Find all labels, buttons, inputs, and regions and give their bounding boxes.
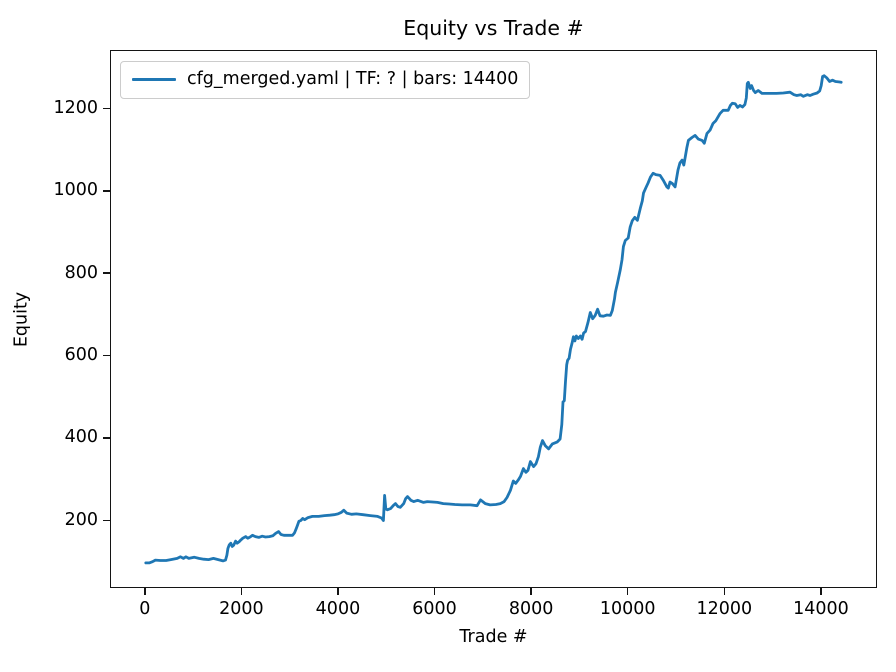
x-tick-mark xyxy=(626,588,629,595)
y-tick-label: 600 xyxy=(64,345,98,366)
x-tick-mark xyxy=(820,588,822,595)
equity-curve-svg xyxy=(144,74,843,565)
x-tick-label: 14000 xyxy=(793,599,849,619)
legend: cfg_merged.yaml | TF: ? | bars: 14400 xyxy=(120,61,531,99)
x-tick-label: 0 xyxy=(139,599,151,619)
y-tick-label: 800 xyxy=(64,262,98,283)
y-tick-label: 200 xyxy=(64,509,98,530)
x-tick-mark xyxy=(433,588,436,595)
x-tick-label: 4000 xyxy=(315,599,361,619)
chart-title: Equity vs Trade # xyxy=(403,16,584,40)
y-tick-label: 1000 xyxy=(53,180,98,201)
x-tick-label: 6000 xyxy=(412,599,457,619)
x-tick-mark xyxy=(337,588,339,595)
x-tick-label: 8000 xyxy=(508,599,554,619)
y-tick-mark xyxy=(103,437,110,439)
y-tick-label: 400 xyxy=(64,427,98,448)
y-tick-mark xyxy=(103,354,110,357)
x-tick-mark xyxy=(723,588,726,595)
y-tick-mark xyxy=(103,272,110,274)
x-tick-label: 12000 xyxy=(696,599,753,619)
x-tick-label: 10000 xyxy=(599,599,656,619)
y-tick-mark xyxy=(103,107,110,110)
x-tick-mark xyxy=(240,588,243,595)
equity-line xyxy=(144,74,843,565)
x-tick-label: 2000 xyxy=(219,599,264,619)
y-tick-mark xyxy=(103,519,110,522)
x-tick-mark xyxy=(530,588,532,595)
x-axis-label: Trade # xyxy=(459,627,528,647)
legend-label: cfg_merged.yaml | TF: ? | bars: 14400 xyxy=(187,69,519,89)
legend-line-sample xyxy=(132,77,176,82)
x-tick-mark xyxy=(144,588,146,595)
y-tick-label: 1200 xyxy=(53,97,98,118)
y-tick-mark xyxy=(103,190,110,192)
plot-area: cfg_merged.yaml | TF: ? | bars: 14400 xyxy=(110,50,877,588)
